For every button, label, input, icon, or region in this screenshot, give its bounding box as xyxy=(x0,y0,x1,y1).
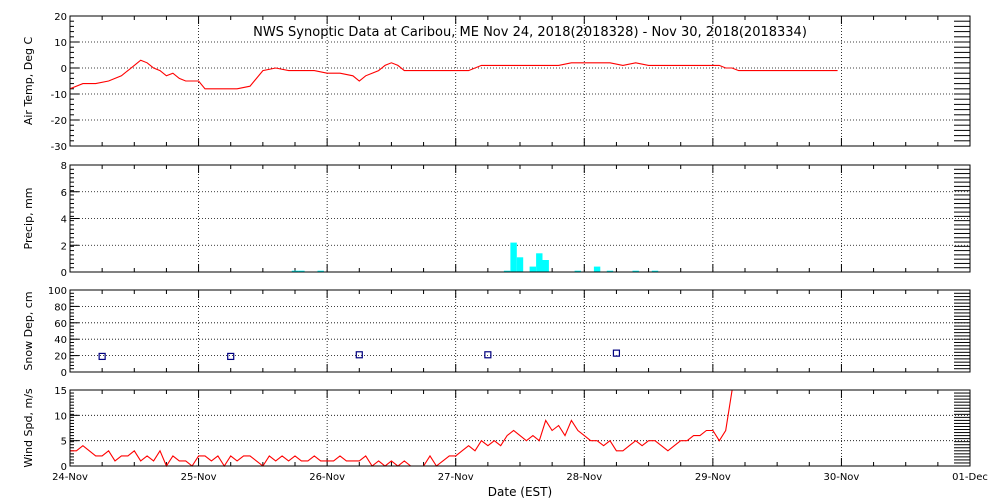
x-tick-label: 25-Nov xyxy=(181,472,217,483)
snow-depth-point xyxy=(355,351,363,359)
y-tick-label: 2 xyxy=(61,241,67,252)
y-tick-label: 6 xyxy=(61,188,67,199)
panel-frame xyxy=(69,164,971,273)
series-line-air-temp xyxy=(69,59,838,90)
y-tick-label: 40 xyxy=(54,335,67,346)
y-tick-label: -20 xyxy=(51,116,67,127)
panel-frame xyxy=(69,289,971,373)
snow-depth-point xyxy=(227,352,235,361)
y-tick-label: 0 xyxy=(61,64,67,75)
precip-bar xyxy=(536,253,543,272)
precip-bar xyxy=(574,270,581,272)
y-tick-label: 15 xyxy=(54,386,67,397)
y-tick-label: 10 xyxy=(54,38,67,49)
panel-frame xyxy=(69,389,971,467)
snow-depth-point xyxy=(612,349,621,357)
precip-bar xyxy=(298,270,305,272)
y-tick-label: -10 xyxy=(51,90,67,101)
y-tick-label: 20 xyxy=(54,352,67,363)
x-tick-label: 26-Nov xyxy=(309,472,345,483)
panel-1: -30 -20 -10 0 10 20 Air Temp, Deg C xyxy=(22,12,971,153)
y-tick-label: 4 xyxy=(61,215,67,226)
x-axis-label: Date (EST) xyxy=(488,485,552,499)
chart-title: NWS Synoptic Data at Caribou, ME Nov 24,… xyxy=(253,25,807,40)
precip-bar xyxy=(291,270,299,272)
precip-bar xyxy=(516,257,524,272)
snow-depth-point xyxy=(484,351,492,359)
y-axis-label: Precip, mm xyxy=(22,188,35,250)
snow-depth-point xyxy=(98,352,106,361)
y-axis-label: Wind Spd, m/s xyxy=(22,388,35,468)
precip-bar xyxy=(503,270,511,272)
precip-bar xyxy=(529,266,536,272)
x-tick-label: 01-Dec xyxy=(952,472,988,483)
series-line-wind-speed xyxy=(70,389,736,468)
precip-bar xyxy=(593,266,601,272)
precip-bar xyxy=(651,270,659,272)
y-tick-label: 0 xyxy=(61,268,67,279)
y-tick-label: 80 xyxy=(54,302,67,313)
y-tick-label: 5 xyxy=(61,437,67,448)
precip-bar xyxy=(632,270,639,272)
precip-bar xyxy=(317,270,324,272)
y-tick-label: 60 xyxy=(54,319,67,330)
y-tick-label: 10 xyxy=(54,411,67,422)
x-tick-label: 29-Nov xyxy=(695,472,731,483)
panel-frame xyxy=(69,15,971,147)
precip-bar xyxy=(510,242,517,272)
x-tick-label: 24-Nov xyxy=(52,472,88,483)
panel-4: 0 5 10 15 Wind Spd, m/s xyxy=(22,386,971,473)
y-axis-label: Air Temp, Deg C xyxy=(22,37,35,126)
y-tick-label: -30 xyxy=(51,142,67,153)
panel-2: 0 2 4 6 8 Precip, mm xyxy=(22,161,971,279)
y-tick-label: 20 xyxy=(54,12,67,23)
y-tick-label: 0 xyxy=(61,368,67,379)
y-axis-label: Snow Dep, cm xyxy=(22,291,35,370)
y-tick-label: 8 xyxy=(61,161,67,172)
precip-bar xyxy=(542,260,549,272)
x-tick-label: 30-Nov xyxy=(823,472,859,483)
precip-bar xyxy=(606,270,614,272)
x-tick-label: 28-Nov xyxy=(566,472,602,483)
x-tick-label: 27-Nov xyxy=(438,472,474,483)
panel-3: 0 20 40 60 80 100 Snow Dep, cm xyxy=(22,286,971,379)
y-tick-label: 100 xyxy=(48,286,67,297)
y-tick-label: 0 xyxy=(61,462,67,473)
